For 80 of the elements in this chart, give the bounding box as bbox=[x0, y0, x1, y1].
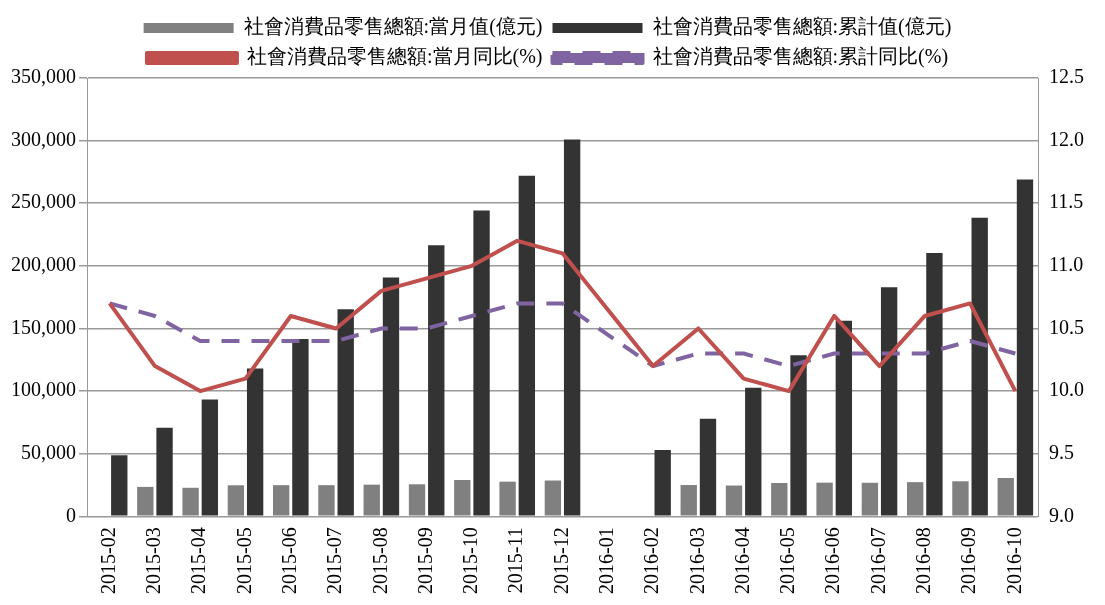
bar bbox=[182, 487, 199, 516]
x-tick-label: 2016-02 bbox=[640, 527, 663, 595]
x-tick-label: 2015-07 bbox=[323, 527, 346, 595]
bar bbox=[1016, 179, 1034, 516]
bar bbox=[952, 481, 969, 516]
x-tick-label: 2016-07 bbox=[866, 527, 889, 595]
bar bbox=[201, 399, 219, 516]
bar bbox=[318, 485, 335, 516]
bar bbox=[382, 277, 400, 516]
legend-label: 社會消費品零售總額:累計值(億元) bbox=[652, 15, 952, 39]
x-tick-label: 2015-10 bbox=[459, 527, 482, 595]
bar bbox=[111, 455, 128, 516]
x-tick-label: 2016-04 bbox=[730, 527, 753, 595]
x-tick-label: 2015-11 bbox=[504, 527, 527, 594]
y-tick-label: 250,000 bbox=[11, 190, 76, 213]
y-tick-label: 100,000 bbox=[11, 378, 76, 401]
legend-label: 社會消費品零售總額:當月同比(%) bbox=[246, 45, 543, 69]
bar bbox=[544, 480, 562, 516]
bar bbox=[272, 485, 290, 516]
bar bbox=[790, 355, 807, 516]
y2-tick-label: 11.0 bbox=[1049, 253, 1084, 276]
bar bbox=[654, 450, 671, 516]
bar bbox=[861, 482, 879, 516]
bar bbox=[725, 485, 743, 516]
bar bbox=[156, 427, 173, 516]
bar bbox=[499, 481, 516, 516]
y2-tick-label: 12.0 bbox=[1049, 127, 1084, 150]
x-tick-label: 2015-05 bbox=[232, 527, 255, 595]
x-tick-label: 2015-12 bbox=[549, 527, 572, 595]
bar bbox=[473, 210, 490, 516]
bar bbox=[835, 320, 853, 516]
legend-label: 社會消費品零售總額:當月值(億元) bbox=[243, 15, 543, 39]
x-tick-label: 2015-06 bbox=[278, 527, 301, 595]
bar bbox=[880, 287, 898, 516]
x-tick-label: 2015-02 bbox=[96, 527, 119, 595]
bar bbox=[454, 480, 471, 516]
line-series bbox=[107, 301, 1018, 369]
bar bbox=[926, 252, 943, 516]
x-tick-label: 2016-01 bbox=[595, 527, 618, 595]
y2-tick-label: 10.5 bbox=[1049, 315, 1084, 338]
y-tick-label: 200,000 bbox=[11, 253, 76, 276]
bar bbox=[408, 484, 426, 516]
x-tick-label: 2016-08 bbox=[912, 527, 935, 595]
bar bbox=[771, 483, 788, 516]
bar bbox=[337, 309, 354, 516]
x-tick-label: 2016-03 bbox=[685, 527, 708, 595]
bar bbox=[971, 217, 988, 516]
x-tick-label: 2015-04 bbox=[187, 527, 210, 595]
x-tick-label: 2016-09 bbox=[957, 527, 980, 595]
bar bbox=[680, 485, 697, 516]
y2-tick-label: 9.5 bbox=[1049, 440, 1074, 463]
bar bbox=[906, 482, 924, 516]
bar bbox=[745, 387, 762, 516]
bar bbox=[137, 486, 154, 516]
y2-tick-label: 12.5 bbox=[1049, 65, 1084, 88]
bar bbox=[292, 339, 309, 516]
bar bbox=[563, 139, 581, 516]
x-tick-label: 2016-06 bbox=[821, 527, 844, 595]
bar bbox=[518, 175, 536, 516]
bar bbox=[428, 245, 445, 516]
bar bbox=[363, 484, 380, 516]
y-tick-label: 150,000 bbox=[11, 315, 76, 338]
bar bbox=[997, 478, 1014, 516]
x-tick-label: 2015-08 bbox=[368, 527, 391, 595]
y-tick-label: 350,000 bbox=[11, 65, 76, 88]
bar bbox=[227, 485, 245, 516]
bar bbox=[816, 482, 833, 516]
y-tick-label: 50,000 bbox=[21, 440, 76, 463]
x-tick-label: 2016-10 bbox=[1002, 527, 1025, 595]
y-tick-label: 0 bbox=[66, 503, 76, 526]
x-tick-label: 2015-09 bbox=[413, 527, 436, 595]
y2-tick-label: 10.0 bbox=[1049, 378, 1084, 401]
y-tick-label: 300,000 bbox=[11, 127, 76, 150]
y2-tick-label: 9.0 bbox=[1049, 503, 1074, 526]
legend-label: 社會消費品零售總額:累計同比(%) bbox=[652, 45, 949, 69]
x-tick-label: 2015-03 bbox=[142, 527, 165, 595]
bar bbox=[246, 368, 264, 516]
x-tick-label: 2016-05 bbox=[776, 527, 799, 595]
bar bbox=[699, 418, 717, 516]
y2-tick-label: 11.5 bbox=[1049, 190, 1084, 213]
